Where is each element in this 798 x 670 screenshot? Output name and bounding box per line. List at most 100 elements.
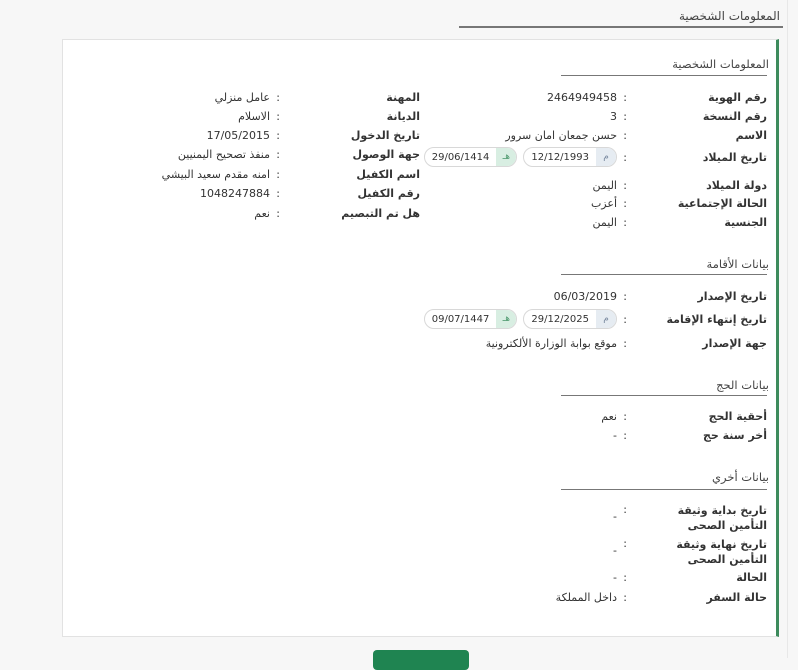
info-row: رقم الكفيل:1048247884 — [0, 187, 420, 203]
field-label: رقم النسخة — [702, 110, 767, 123]
field-value: الاسلام — [238, 110, 270, 123]
hijri-date-pill: هـ 29/06/1414 — [423, 147, 518, 167]
info-row: تاريخ إنتهاء الإقامة: م 29/12/2025 هـ 09/07/… — [247, 309, 768, 329]
page-title: المعلومات الشخصية — [679, 9, 780, 23]
field-label: هل تم التبصيم — [341, 207, 420, 220]
field-label: جهة الوصول — [352, 148, 420, 161]
colon: : — [623, 110, 627, 123]
gregorian-date: 29/12/2025 — [531, 313, 589, 325]
colon: : — [623, 151, 627, 164]
info-row: أخر سنة حج: - — [247, 429, 767, 445]
info-row: هل تم التبصيم: نعم — [0, 207, 420, 223]
colon: : — [623, 313, 627, 326]
colon: : — [276, 91, 280, 104]
field-label: جهة الإصدار — [702, 337, 767, 350]
field-value: امنه مقدم سعيد البيشي — [161, 168, 270, 181]
scroll-edge — [787, 0, 788, 658]
field-value: 2464949458 — [547, 91, 617, 104]
hijri-tag: هـ — [496, 310, 517, 328]
info-row: الديانة: الاسلام — [0, 110, 420, 126]
field-label: تاريخ الميلاد — [702, 151, 767, 164]
field-label: تاريخ الإصدار — [697, 290, 767, 303]
field-label: المهنة — [386, 91, 420, 104]
info-row: الحالة الإجتماعية: أعزب — [247, 197, 767, 213]
gregorian-tag: م — [596, 310, 616, 328]
field-value: أعزب — [590, 197, 617, 210]
hajj-section-title: بيانات الحج — [716, 378, 769, 392]
hijri-tag: هـ — [496, 148, 517, 166]
info-row: المهنة: عامل منزلي — [0, 91, 420, 107]
field-value: منفذ تصحيح اليمنيين — [177, 148, 270, 161]
colon: : — [276, 187, 280, 200]
colon: : — [623, 503, 627, 516]
field-value: 06/03/2019 — [553, 290, 617, 303]
info-row: جهة الوصول: منفذ تصحيح اليمنيين — [0, 148, 420, 164]
date-pills: م 29/12/2025 هـ 09/07/1447 — [423, 309, 617, 329]
info-row: تاريخ الميلاد: م 12/12/1993 هـ 29/06/1414 — [247, 147, 767, 167]
colon: : — [623, 429, 627, 442]
field-label: أخر سنة حج — [702, 429, 767, 442]
gregorian-date-pill: م 29/12/2025 — [523, 309, 617, 329]
colon: : — [623, 571, 627, 584]
field-label: الحالة — [736, 571, 767, 584]
info-row: الحالة: - — [247, 571, 767, 587]
field-value: - — [613, 571, 617, 584]
field-label: الاسم — [735, 129, 767, 142]
field-label: تاريخ بداية وثيقة التأمين الصحى — [677, 504, 767, 532]
gregorian-tag: م — [596, 148, 616, 166]
field-label: أحقية الحج — [708, 410, 767, 423]
colon: : — [623, 129, 627, 142]
field-value: 3 — [610, 110, 617, 123]
info-row: تاريخ الدخول:17/05/2015 — [0, 129, 420, 145]
field-label: دولة الميلاد — [706, 179, 767, 192]
hijri-date: 29/06/1414 — [431, 151, 490, 163]
field-label: تاريخ إنتهاء الإقامة — [666, 313, 768, 326]
details-card — [62, 39, 779, 637]
field-label: تاريخ نهاية وثيقة التأمين الصحى — [676, 538, 767, 566]
field-value: داخل المملكة — [555, 591, 617, 604]
colon: : — [623, 91, 627, 104]
colon: : — [276, 207, 280, 220]
colon: : — [623, 537, 627, 550]
info-row: أحقية الحج: نعم — [247, 410, 767, 426]
colon: : — [276, 110, 280, 123]
other-section-title: بيانات أخري — [711, 470, 769, 484]
field-value: - — [613, 510, 617, 523]
gregorian-date-pill: م 12/12/1993 — [523, 147, 617, 167]
hijri-date-pill: هـ 09/07/1447 — [423, 309, 518, 329]
field-value: 1048247884 — [200, 187, 270, 200]
field-label: الديانة — [386, 110, 420, 123]
info-row: تاريخ نهاية وثيقة التأمين الصحى: - — [247, 537, 767, 566]
personal-section-title: المعلومات الشخصية — [672, 57, 769, 71]
field-label: رقم الهوية — [708, 91, 767, 104]
info-row: تاريخ بداية وثيقة التأمين الصحى: - — [247, 503, 767, 532]
personal-section-divider — [561, 75, 767, 76]
residence-section-divider — [561, 274, 767, 275]
field-value: عامل منزلي — [214, 91, 270, 104]
action-button[interactable] — [373, 650, 469, 670]
info-row: الجنسية: اليمن — [247, 216, 767, 232]
info-row: دولة الميلاد: اليمن — [247, 179, 767, 195]
info-row: جهة الإصدار: موقع بوابة الوزارة الألكترون… — [247, 337, 767, 353]
field-value: اليمن — [592, 216, 617, 229]
field-value: - — [613, 544, 617, 557]
residence-section-title: بيانات الأقامة — [706, 257, 769, 271]
other-section-divider — [561, 489, 767, 490]
info-row: تاريخ الإصدار:06/03/2019 — [247, 290, 767, 306]
info-row: الاسم: حسن جمعان امان سرور — [247, 129, 767, 145]
field-label: الجنسية — [724, 216, 767, 229]
field-value: نعم — [601, 410, 617, 423]
colon: : — [623, 179, 627, 192]
colon: : — [276, 148, 280, 161]
hajj-section-divider — [561, 395, 767, 396]
colon: : — [623, 290, 627, 303]
date-pills: م 12/12/1993 هـ 29/06/1414 — [423, 147, 617, 167]
title-underline — [459, 26, 783, 28]
colon: : — [276, 168, 280, 181]
colon: : — [623, 216, 627, 229]
field-value: 17/05/2015 — [206, 129, 270, 142]
info-row: اسم الكفيل: امنه مقدم سعيد البيشي — [0, 168, 420, 184]
info-row: رقم النسخة:3 — [247, 110, 767, 126]
field-value: نعم — [254, 207, 270, 220]
field-value: موقع بوابة الوزارة الألكترونية — [485, 337, 617, 350]
